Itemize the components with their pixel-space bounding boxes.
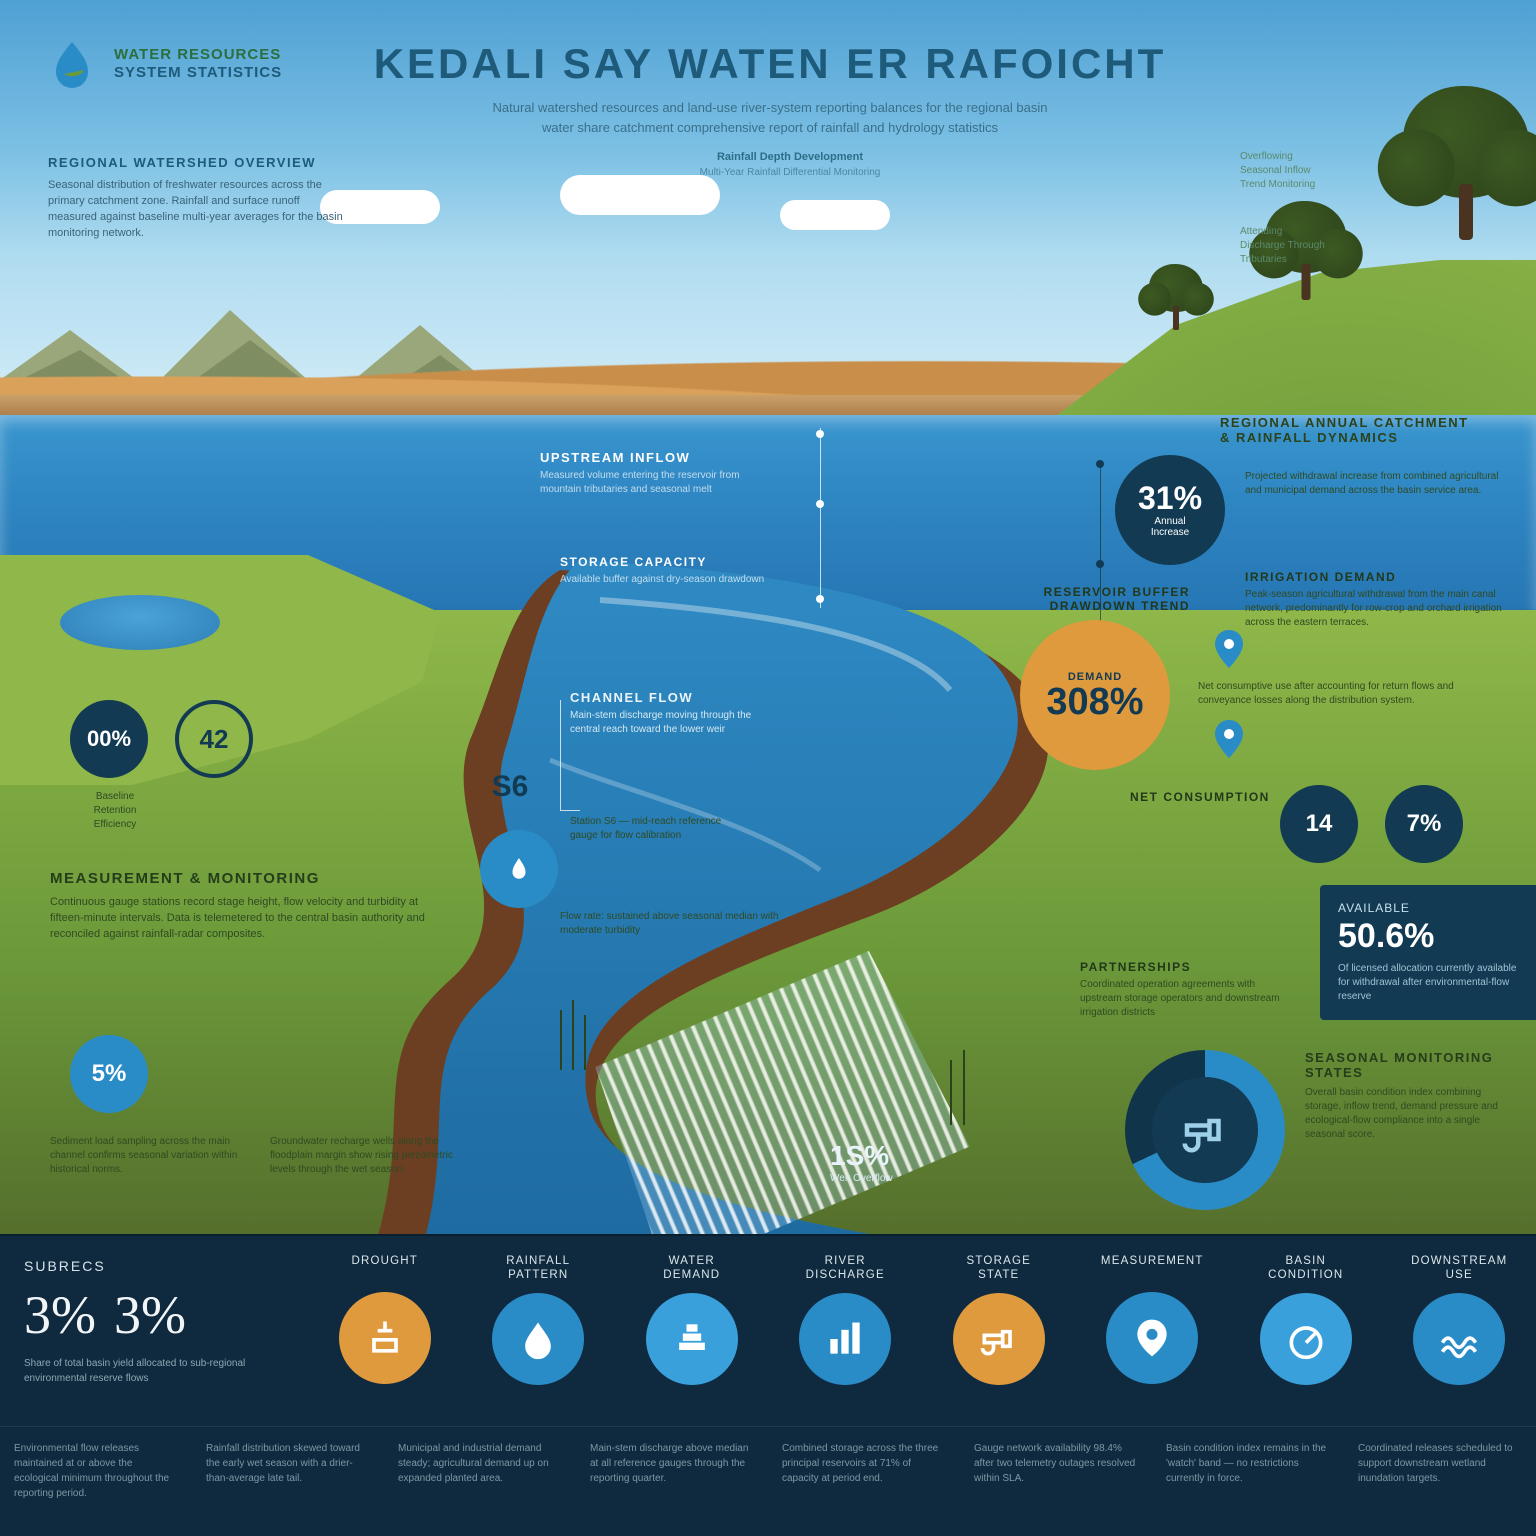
connector-dot-icon	[816, 595, 824, 603]
footer-icon-item: MEASUREMENT	[1076, 1236, 1230, 1426]
available-box: AVAILABLE 50.6% Of licensed allocation c…	[1320, 885, 1536, 1020]
connector-dot-icon	[1096, 460, 1104, 468]
drop-icon	[492, 1293, 584, 1385]
footer-icon-item: RAINFALLPATTERN	[462, 1236, 616, 1426]
valve-icon	[339, 1292, 431, 1384]
footer-icon-title: BASINCONDITION	[1268, 1254, 1343, 1283]
stat-label-baseline: Baseline Retention Efficiency	[60, 790, 170, 832]
stat-circle-308: DEMAND 308%	[1020, 620, 1170, 770]
stat-circle-14: 14	[1280, 785, 1358, 863]
page-subtitle: Natural watershed resources and land-use…	[360, 98, 1180, 137]
right-r1: IRRIGATION DEMAND Peak-season agricultur…	[1245, 570, 1505, 630]
footer-icon-title: WATERDEMAND	[663, 1254, 720, 1283]
footer-column: Municipal and industrial demand steady; …	[384, 1427, 576, 1536]
footer-column: Combined storage across the three princi…	[768, 1427, 960, 1536]
page-title: KEDALI SAY WATEN ER RAFOICHT	[360, 40, 1180, 88]
lake-upstream-block: UPSTREAM INFLOW Measured volume entering…	[540, 450, 750, 497]
cloud-label-b: Attending Discharge Through Tributaries	[1240, 225, 1490, 267]
footer-big-b: 3%	[114, 1284, 186, 1346]
gauge-chart	[1125, 1050, 1285, 1210]
gauge-text: SEASONAL MONITORING STATES Overall basin…	[1305, 1050, 1515, 1142]
footer-icon-item: DOWNSTREAMUSE	[1383, 1236, 1536, 1426]
map-pin-icon	[1215, 630, 1243, 668]
footer-top-row: SUBRECS 3% 3% Share of total basin yield…	[0, 1236, 1536, 1427]
detail-title: RESERVOIR BUFFER DRAWDOWN TREND	[960, 585, 1190, 613]
stack-icon	[646, 1293, 738, 1385]
connector-dot-icon	[816, 500, 824, 508]
stat-circle-7pct: 7%	[1385, 785, 1463, 863]
right-top-title: REGIONAL ANNUAL CATCHMENT & RAINFALL DYN…	[1220, 415, 1500, 445]
cloud-icon	[780, 200, 890, 230]
footer-icon-title: RIVERDISCHARGE	[806, 1254, 885, 1283]
intro-title: REGIONAL WATERSHED OVERVIEW	[48, 155, 348, 170]
stat-circle-5pct: 5%	[70, 1035, 148, 1113]
partnerships-block: PARTNERSHIPS Coordinated operation agree…	[1080, 960, 1280, 1020]
left-foot-a: Sediment load sampling across the main c…	[50, 1135, 250, 1177]
s6-side-note: Station S6 — mid-reach reference gauge f…	[570, 815, 750, 843]
footer-icon-title: MEASUREMENT	[1101, 1254, 1204, 1282]
gauge-icon	[1260, 1293, 1352, 1385]
footer-column: Rainfall distribution skewed toward the …	[192, 1427, 384, 1536]
footer-column: Main-stem discharge above median at all …	[576, 1427, 768, 1536]
left-foot-b: Groundwater recharge wells along the flo…	[270, 1135, 480, 1177]
intro-body: Seasonal distribution of freshwater reso…	[48, 178, 348, 242]
footer-columns: Environmental flow releases maintained a…	[0, 1427, 1536, 1536]
footer-column: Environmental flow releases maintained a…	[0, 1427, 192, 1536]
footer-icon-row: DROUGHT RAINFALLPATTERN WATERDEMAND RIVERDI…	[308, 1236, 1536, 1426]
stat-label-s6: S6	[470, 770, 550, 804]
infographic-canvas: WATER RESOURCES SYSTEM STATISTICS KEDALI…	[0, 0, 1536, 1536]
footer-column: Gauge network availability 98.4% after t…	[960, 1427, 1152, 1536]
connector-line	[560, 810, 580, 811]
footer-column: Basin condition index remains in the 'wa…	[1152, 1427, 1344, 1536]
page-title-block: KEDALI SAY WATEN ER RAFOICHT Natural wat…	[360, 40, 1180, 137]
pair-title: NET CONSUMPTION	[1130, 790, 1290, 804]
brand-text: WATER RESOURCES SYSTEM STATISTICS	[114, 46, 282, 82]
footer-icon-title: RAINFALLPATTERN	[506, 1254, 570, 1283]
connector-dot-icon	[1096, 560, 1104, 568]
footer-icon-item: DROUGHT	[308, 1236, 462, 1426]
brand-logo: WATER RESOURCES SYSTEM STATISTICS	[44, 36, 282, 92]
footer-icon-title: DROUGHT	[351, 1254, 418, 1282]
weir-stat: 1S% Weir Overflow	[830, 1140, 950, 1186]
stat-circle-s6	[480, 830, 558, 908]
stat-circle-31: 31% Annual Increase	[1115, 455, 1225, 565]
footer-column: Coordinated releases scheduled to suppor…	[1344, 1427, 1536, 1536]
footer-icon-item: WATERDEMAND	[615, 1236, 769, 1426]
footer-big-a: 3%	[24, 1284, 96, 1346]
pond-icon	[60, 595, 220, 650]
intro-block: REGIONAL WATERSHED OVERVIEW Seasonal dis…	[48, 155, 348, 242]
tap-icon	[953, 1293, 1045, 1385]
footer-icon-title: STORAGESTATE	[967, 1254, 1031, 1283]
lake-capacity-block: STORAGE CAPACITY Available buffer agains…	[560, 555, 770, 587]
stat-circle-baseline: 00%	[70, 700, 148, 778]
channel-block: CHANNEL FLOW Main-stem discharge moving …	[570, 690, 770, 737]
flame-icon	[506, 856, 532, 882]
footer-icon-item: STORAGESTATE	[922, 1236, 1076, 1426]
footer-stat-block: SUBRECS 3% 3% Share of total basin yield…	[0, 1236, 308, 1426]
map-pin-icon	[1215, 720, 1243, 758]
connector-line	[820, 428, 821, 608]
cloud-icon	[560, 175, 720, 215]
header-note: Rainfall Depth Development Multi-Year Ra…	[640, 150, 940, 180]
connector-dot-icon	[816, 430, 824, 438]
stat-circle-42: 42	[175, 700, 253, 778]
bars-icon	[799, 1293, 891, 1385]
footer-icon-item: RIVERDISCHARGE	[769, 1236, 923, 1426]
left-section: MEASUREMENT & MONITORING Continuous gaug…	[50, 870, 430, 943]
cloud-label-a: Overflowing Seasonal Inflow Trend Monito…	[1240, 150, 1490, 192]
wave-icon	[1413, 1293, 1505, 1385]
leaf-drop-icon	[44, 36, 100, 92]
pin-icon	[1106, 1292, 1198, 1384]
footer-icon-item: BASINCONDITION	[1229, 1236, 1383, 1426]
right-r2: Net consumptive use after accounting for…	[1198, 680, 1498, 708]
tap-icon	[1178, 1103, 1232, 1157]
flow-note: Flow rate: sustained above seasonal medi…	[560, 910, 780, 938]
stat-31-body: Projected withdrawal increase from combi…	[1245, 470, 1503, 498]
footer-strip: SUBRECS 3% 3% Share of total basin yield…	[0, 1234, 1536, 1536]
connector-line	[560, 700, 561, 810]
footer-icon-title: DOWNSTREAMUSE	[1411, 1254, 1507, 1283]
